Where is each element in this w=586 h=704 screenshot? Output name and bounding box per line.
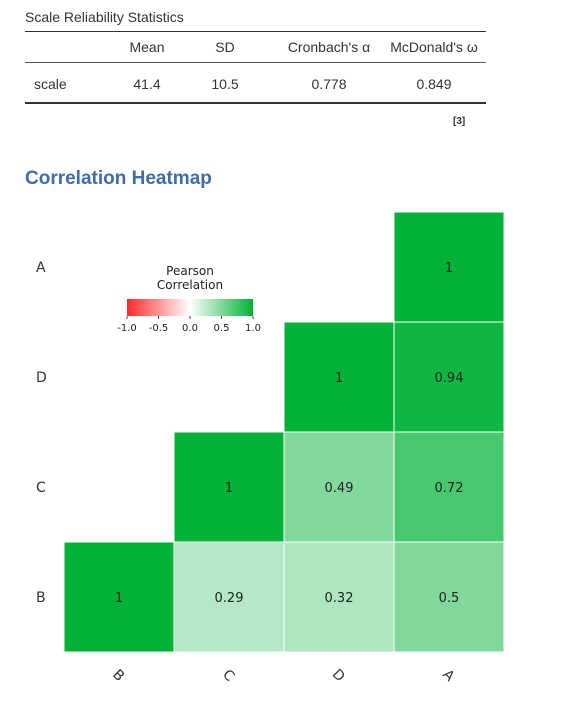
table-header-rule [25, 62, 486, 63]
correlation-heatmap: 1 0.29 0.32 0.5 1 0.49 0.72 1 0.94 1 A D C B B C D A Pe… [36, 211, 505, 685]
x-tick-label-B: B [109, 667, 127, 685]
legend-tick-label: 0.0 [182, 323, 198, 334]
x-tick-label-A: A [439, 667, 457, 685]
heatmap-cell-label: 1 [115, 591, 123, 606]
cell-mcdonald-omega: 0.849 [416, 76, 452, 92]
heatmap-cell-label: 0.49 [325, 481, 354, 496]
legend-title-line-1: Pearson [166, 264, 214, 278]
heatmap-cell-A-A [393, 211, 505, 323]
table-bottom-rule [25, 102, 486, 104]
legend-color-bar [127, 299, 253, 316]
heatmap-cell-A-C [393, 431, 505, 543]
header-mean: Mean [129, 39, 165, 55]
y-tick-label-B: B [36, 590, 46, 606]
heatmap-cell-label: 0.72 [435, 481, 464, 496]
row-name: scale [34, 76, 67, 92]
heatmap-cell-B-B [63, 541, 175, 653]
heatmap-cell-D-D [283, 321, 395, 433]
x-tick-label-C: C [219, 667, 237, 685]
table-footnote: [3] [453, 116, 466, 127]
table-title: Scale Reliability Statistics [25, 9, 184, 25]
header-cronbach-alpha: Cronbach's α [287, 39, 371, 55]
heatmap-cell-label: 1 [335, 371, 343, 386]
y-tick-label-D: D [36, 370, 47, 386]
legend-tick-label: 0.5 [214, 323, 230, 334]
heatmap-cell-label: 0.5 [439, 591, 460, 606]
legend-title-line-2: Correlation [157, 278, 223, 292]
heatmap-cell-label: 0.29 [215, 591, 244, 606]
heatmap-cell-A-D [393, 321, 505, 433]
legend-tick-label: -1.0 [117, 323, 137, 334]
header-mcdonald-omega: McDonald's ω [390, 39, 478, 55]
heatmap-cell-label: 1 [445, 261, 453, 276]
table-top-rule [25, 31, 486, 32]
header-sd: SD [215, 39, 235, 55]
cell-sd: 10.5 [211, 76, 239, 92]
section-title: Correlation Heatmap [25, 168, 212, 189]
y-tick-label-C: C [36, 480, 46, 496]
heatmap-cell-label: 0.94 [435, 371, 464, 386]
heatmap-cell-D-C [283, 431, 395, 543]
legend: Pearson Correlation -1.0 -0.5 0.0 0.5 1.0 [117, 264, 261, 334]
heatmap-cell-label: 1 [225, 481, 233, 496]
heatmap-cell-A-B [393, 541, 505, 653]
legend-tick-label: 1.0 [245, 323, 261, 334]
cell-mean: 41.4 [133, 76, 161, 92]
cell-cronbach-alpha: 0.778 [311, 76, 347, 92]
x-tick-label-D: D [329, 666, 348, 685]
legend-tick-label: -0.5 [149, 323, 169, 334]
heatmap-cell-label: 0.32 [325, 591, 354, 606]
y-tick-label-A: A [36, 260, 46, 276]
